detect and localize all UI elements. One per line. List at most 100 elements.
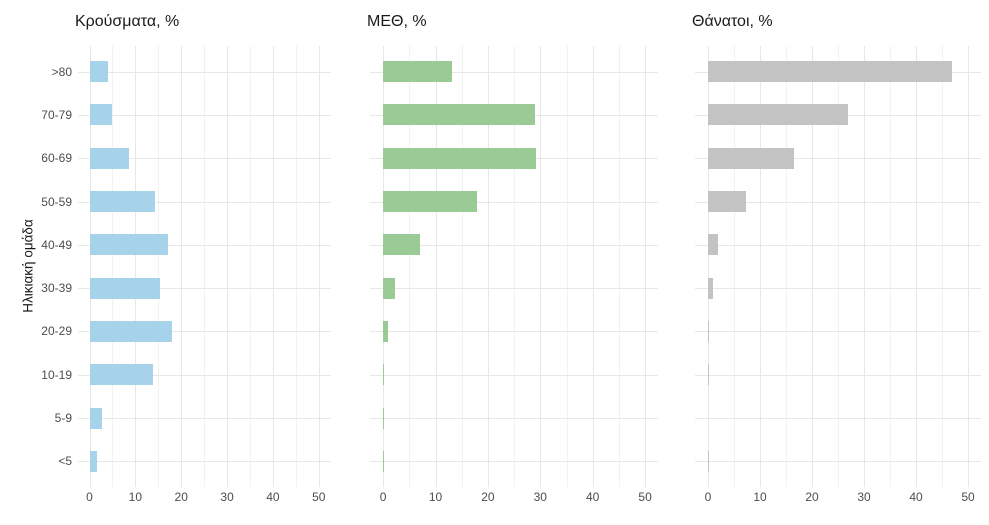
gridline-horizontal: [370, 461, 658, 463]
gridline-horizontal: [695, 244, 981, 246]
gridline-vertical: [272, 46, 274, 487]
panel-title-cases: Κρούσματα, %: [75, 13, 180, 30]
panel-title-deaths: Θάνατοι, %: [692, 13, 773, 30]
gridline-vertical: [812, 46, 813, 487]
gridline-vertical: [435, 46, 437, 487]
panel-title-icu: ΜΕΘ, %: [367, 13, 427, 30]
gridline-horizontal: [695, 158, 981, 160]
gridline-vertical: [645, 46, 647, 487]
gridline-vertical: [566, 46, 568, 487]
gridline-horizontal: [370, 288, 658, 290]
bar: [708, 320, 709, 342]
gridline-horizontal: [78, 158, 331, 160]
gridline-vertical: [204, 46, 206, 487]
x-tick-label: 20: [481, 490, 495, 504]
plot-area-icu: [370, 46, 658, 487]
gridline-vertical: [318, 46, 320, 487]
y-tick-label: 5-9: [54, 411, 72, 426]
y-tick-label: 40-49: [41, 237, 72, 252]
x-tick-label: 10: [753, 490, 767, 504]
plot-area-deaths: [695, 46, 981, 487]
gridline-vertical: [295, 46, 297, 487]
bar: [383, 364, 385, 386]
bar: [89, 61, 108, 83]
gridline-vertical: [227, 46, 229, 487]
gridline-vertical: [181, 46, 183, 487]
x-tick-label: 20: [174, 490, 188, 504]
gridline-horizontal: [695, 374, 981, 376]
bar: [383, 147, 537, 169]
x-tick-label: 0: [379, 490, 387, 504]
bar: [383, 450, 384, 472]
gridline-vertical: [250, 46, 251, 487]
gridline-vertical: [864, 46, 865, 487]
gridline-horizontal: [695, 461, 981, 463]
bar: [383, 320, 388, 342]
x-tick-label: 40: [909, 490, 923, 504]
gridline-vertical: [135, 46, 137, 487]
gridline-vertical: [942, 46, 943, 487]
y-tick-label: 10-19: [41, 367, 72, 382]
gridline-horizontal: [370, 71, 658, 73]
gridline-vertical: [461, 46, 463, 487]
y-tick-label: 20-29: [41, 324, 72, 339]
gridline-vertical: [968, 46, 969, 487]
y-tick-label: 60-69: [41, 151, 72, 166]
bar: [708, 364, 709, 386]
gridline-vertical: [838, 46, 839, 487]
gridline-vertical: [916, 46, 917, 487]
gridline-horizontal: [370, 418, 658, 420]
bar: [89, 277, 161, 299]
bar: [89, 234, 169, 256]
bar: [708, 277, 713, 299]
bar: [89, 407, 103, 429]
bar: [89, 450, 98, 472]
x-tick-label: 0: [86, 490, 93, 504]
y-tick-label: >80: [51, 64, 72, 79]
gridline-horizontal: [370, 331, 658, 333]
bar: [383, 234, 421, 256]
gridline-vertical: [487, 46, 489, 487]
y-tick-label: <5: [58, 454, 72, 469]
bar: [708, 191, 746, 213]
gridline-horizontal: [78, 201, 331, 203]
gridline-horizontal: [370, 374, 658, 376]
bar: [89, 320, 173, 342]
gridline-vertical: [734, 46, 735, 487]
x-tick-label: 10: [428, 490, 443, 504]
gridline-horizontal: [78, 374, 331, 376]
gridline-horizontal: [695, 288, 981, 290]
gridline-vertical: [890, 46, 891, 487]
bar: [89, 191, 156, 213]
bar: [708, 61, 953, 83]
bar: [383, 104, 536, 126]
gridline-horizontal: [78, 418, 331, 420]
gridline-vertical: [540, 46, 542, 487]
gridline-vertical: [786, 46, 787, 487]
bar: [383, 191, 478, 213]
gridline-vertical: [618, 46, 620, 487]
gridline-vertical: [760, 46, 761, 487]
x-tick-label: 30: [220, 490, 234, 504]
bar: [708, 147, 794, 169]
x-tick-label: 10: [128, 490, 143, 504]
y-axis-tick-labels: >80 70-79 60-69 50-59 40-49 30-39 20-29 10-19 5-…: [0, 46, 72, 487]
gridline-horizontal: [695, 331, 981, 333]
bar: [89, 364, 154, 386]
bar: [708, 450, 709, 472]
plot-area-cases: [78, 46, 331, 487]
gridline-vertical: [708, 46, 709, 487]
gridline-vertical: [89, 46, 91, 487]
gridline-vertical: [592, 46, 594, 487]
x-tick-label: 50: [961, 490, 975, 504]
bar: [89, 147, 130, 169]
x-tick-label: 50: [312, 490, 326, 504]
gridline-vertical: [158, 46, 160, 487]
gridline-horizontal: [78, 244, 331, 246]
x-tick-label: 30: [857, 490, 871, 504]
y-tick-label: 50-59: [41, 194, 72, 209]
bar: [383, 61, 453, 83]
y-tick-label: 30-39: [41, 281, 72, 296]
gridline-horizontal: [78, 461, 331, 463]
bar: [89, 104, 113, 126]
